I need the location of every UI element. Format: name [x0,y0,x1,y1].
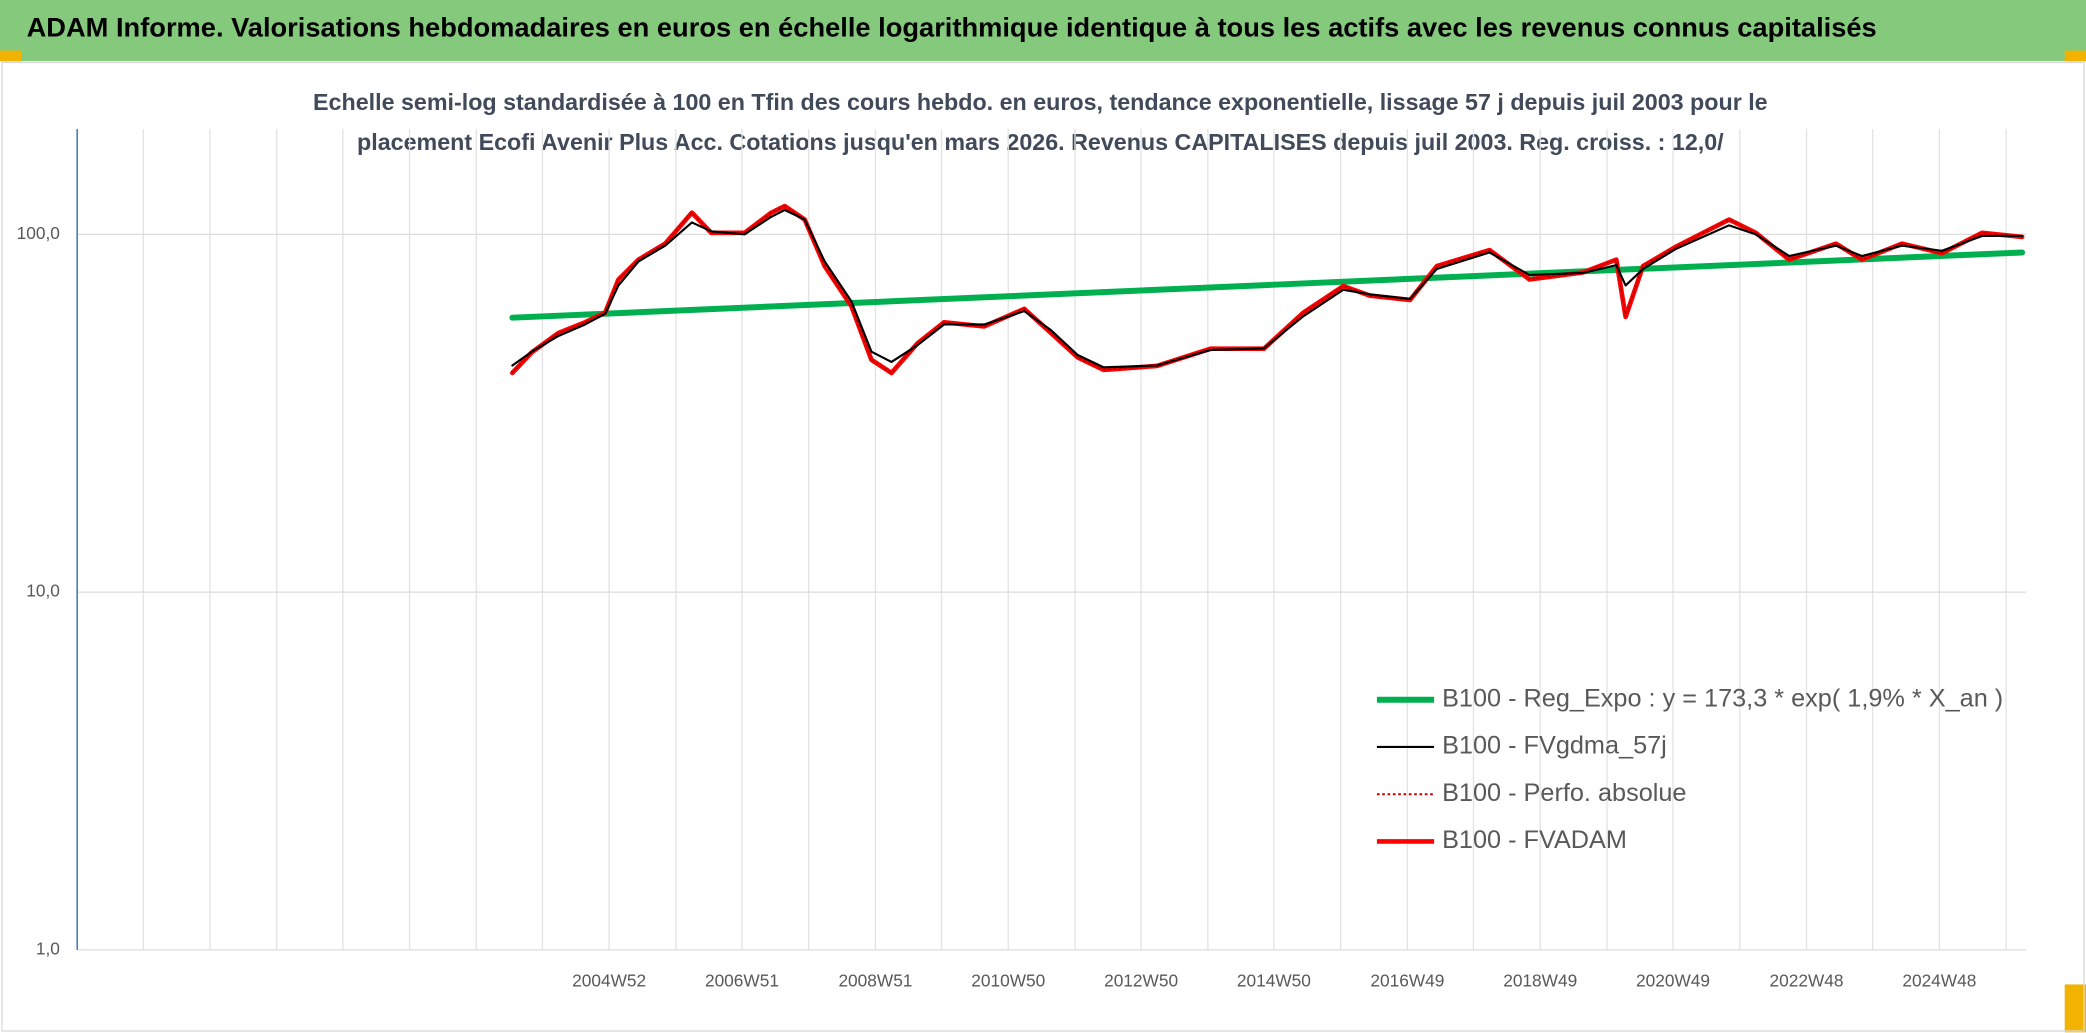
grid: 2004W52 2006W51 2008W51 2010W50 2012W50 2014W… [17,129,2027,990]
series-line [511,205,2023,374]
chart-subtitle: placement Ecofi Avenir Plus Acc. Cotatio… [357,129,1724,155]
series-line [511,208,2024,369]
legend-label: B100 - FVgdma_57j [1442,732,1667,760]
x-tick-label: 2012W50 [1104,970,1178,990]
corner-mark [2064,50,2086,62]
legend-label: B100 - Reg_Expo : y = 173,3 * exp( 1,9% … [1442,684,2003,712]
x-tick-label: 2008W51 [838,970,912,990]
corner-mark [0,50,22,62]
legend: B100 - Reg_Expo : y = 173,3 * exp( 1,9% … [1376,684,2003,854]
x-tick-label: 2024W48 [1902,970,1976,990]
x-tick-label: 2006W51 [705,970,779,990]
x-tick-label: 2004W52 [572,970,646,990]
legend-label: B100 - Perfo. absolue [1442,779,1686,807]
x-tick-label: 2016W49 [1370,970,1444,990]
y-tick-label: 10,0 [26,581,60,601]
x-tick-label: 2022W48 [1770,970,1844,990]
y-tick-label: 100,0 [17,223,60,243]
title-bar [0,0,2086,62]
x-tick-label: 2010W50 [971,970,1045,990]
y-tick-label: 1,0 [36,938,60,958]
chart-border [1,61,2085,1032]
legend-label: B100 - FVADAM [1442,826,1627,854]
series-line [509,249,2026,321]
plot-lines [509,203,2026,376]
x-tick-label: 2018W49 [1503,970,1577,990]
chart-subtitle: Echelle semi-log standardisée à 100 en T… [313,89,1768,115]
x-tick-label: 2014W50 [1237,970,1311,990]
chart-title: ADAM Informe. Valorisations hebdomadaire… [27,11,1877,42]
x-tick-label: 2020W49 [1636,970,1710,990]
corner-mark [2064,984,2086,1033]
